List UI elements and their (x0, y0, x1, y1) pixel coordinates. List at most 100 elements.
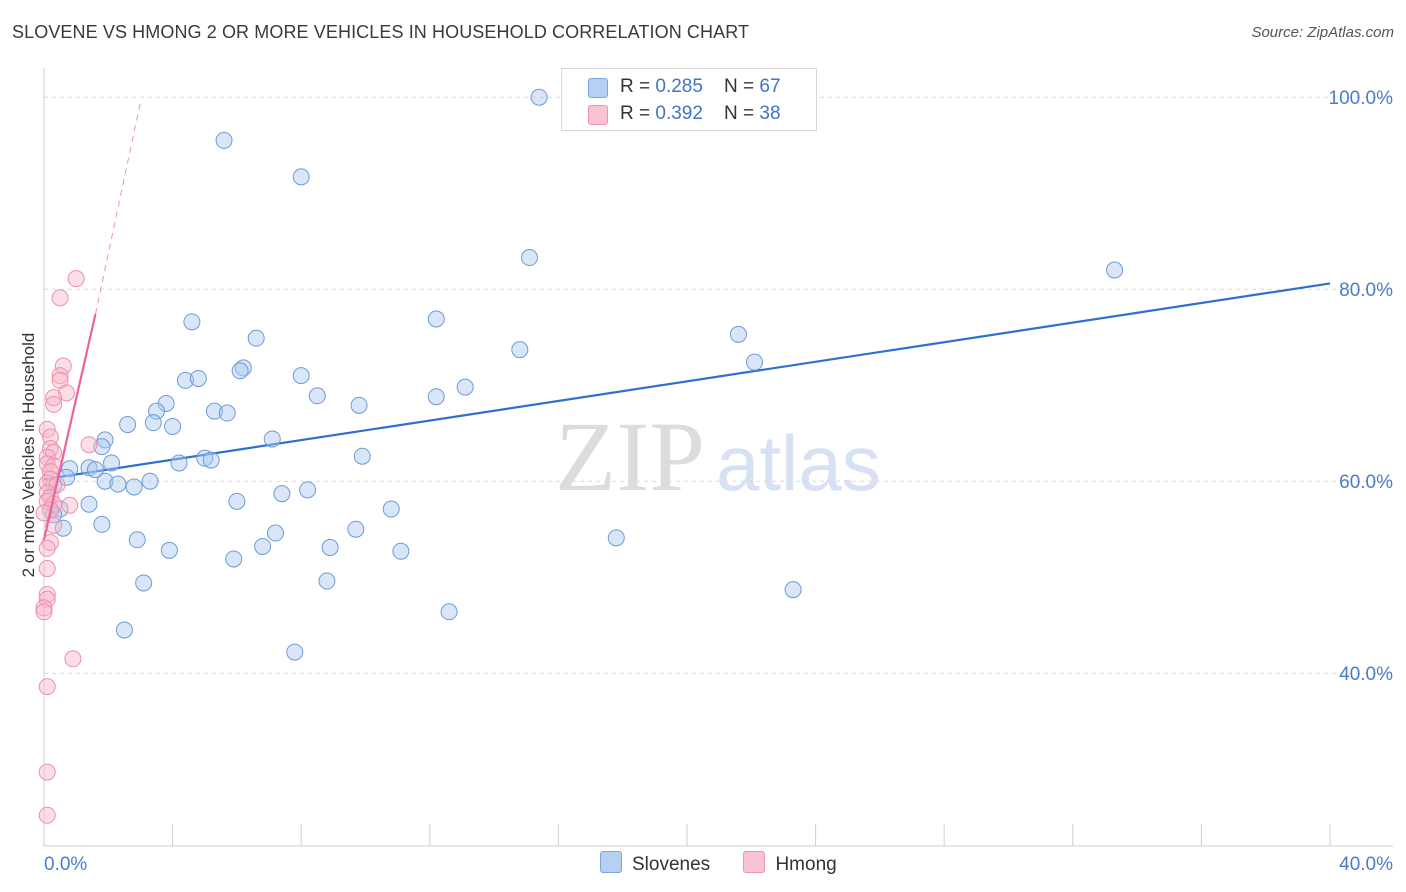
point-slovenes (1106, 261, 1124, 279)
point-hmong (35, 603, 53, 621)
point-hmong (38, 763, 56, 781)
point-hmong (45, 516, 63, 534)
bottom-legend: Slovenes Hmong (600, 851, 865, 876)
point-slovenes (96, 472, 114, 490)
bottom-legend-label-hmong: Hmong (775, 854, 837, 875)
point-slovenes (530, 88, 548, 106)
point-slovenes (321, 538, 339, 556)
chart-title: SLOVENE VS HMONG 2 OR MORE VEHICLES IN H… (12, 22, 750, 42)
point-slovenes (225, 550, 243, 568)
y-axis-label: 2 or more Vehicles in Household (19, 333, 38, 578)
point-slovenes (144, 414, 162, 432)
point-hmong (35, 599, 53, 617)
point-hmong (38, 806, 56, 824)
point-slovenes (350, 396, 368, 414)
point-slovenes (109, 475, 127, 493)
trendline-hmong-extension (94, 101, 141, 315)
legend-r-value-hmong: 0.392 (655, 103, 703, 124)
point-hmong (51, 289, 69, 307)
x-tick-label: 40.0% (1339, 854, 1393, 875)
trendlines (43, 101, 1331, 481)
point-slovenes (103, 454, 121, 472)
point-slovenes (176, 371, 194, 389)
point-slovenes (247, 329, 265, 347)
point-hmong (67, 270, 85, 288)
legend-n-value-slovenes: 67 (759, 76, 781, 97)
point-slovenes (141, 472, 159, 490)
point-slovenes (347, 520, 365, 538)
point-hmong (45, 389, 63, 407)
point-slovenes (86, 461, 104, 479)
point-hmong (38, 585, 56, 603)
point-slovenes (196, 449, 214, 467)
point-hmong (38, 678, 56, 696)
bottom-legend-swatch-hmong (743, 851, 766, 873)
legend-r-label: R = (620, 103, 656, 124)
point-slovenes (80, 495, 98, 513)
point-slovenes (607, 529, 625, 547)
point-slovenes (427, 310, 445, 328)
legend-n-value-hmong: 38 (759, 103, 781, 124)
point-slovenes (215, 131, 233, 149)
point-slovenes (746, 353, 764, 371)
y-tick-label: 40.0% (1339, 664, 1393, 685)
point-slovenes (784, 581, 802, 599)
point-slovenes (273, 485, 291, 503)
point-slovenes (61, 460, 79, 478)
point-slovenes (511, 341, 529, 359)
point-slovenes (93, 438, 111, 456)
y-tick-label: 100.0% (1329, 88, 1394, 109)
point-hmong (41, 534, 59, 552)
legend-r-value-slovenes: 0.285 (655, 76, 703, 97)
point-slovenes (228, 492, 246, 510)
point-hmong (35, 504, 53, 522)
point-slovenes (135, 574, 153, 592)
point-slovenes (292, 168, 310, 186)
point-hmong (58, 384, 76, 402)
bottom-legend-hmong: Hmong (743, 851, 837, 876)
tick-labels: 100.0% 80.0% 60.0% 40.0% 0.0% 40.0% (44, 88, 1393, 875)
point-slovenes (80, 459, 98, 477)
point-hmong (61, 496, 79, 514)
point-slovenes (392, 542, 410, 560)
point-slovenes (254, 537, 272, 555)
point-hmong (80, 436, 98, 454)
bottom-legend-slovenes: Slovenes (600, 851, 710, 876)
point-hmong (38, 448, 56, 466)
legend: R = 0.285 N = 67 R = 0.392 N = 38 (561, 68, 817, 131)
point-hmong (51, 367, 69, 385)
x-tick-label: 0.0% (44, 854, 87, 875)
source-credit: Source: ZipAtlas.com (1251, 24, 1394, 41)
legend-swatch-hmong (588, 105, 608, 125)
point-slovenes (119, 416, 137, 434)
legend-r-label: R = (620, 76, 656, 97)
data-points (35, 88, 1124, 824)
watermark-zip: ZIP (555, 401, 705, 512)
point-slovenes (318, 572, 336, 590)
point-slovenes (164, 417, 182, 435)
point-slovenes (292, 367, 310, 385)
gridlines (44, 96, 1393, 674)
point-hmong (38, 539, 56, 557)
point-slovenes (202, 451, 220, 469)
point-slovenes (308, 387, 326, 405)
point-hmong (38, 590, 56, 608)
point-slovenes (160, 541, 178, 559)
trendline-hmong (42, 313, 97, 541)
point-slovenes (125, 478, 143, 496)
point-slovenes (93, 515, 111, 533)
point-slovenes (427, 388, 445, 406)
point-slovenes (382, 500, 400, 518)
point-slovenes (128, 531, 146, 549)
trendline-slovenes (43, 282, 1331, 481)
point-slovenes (266, 524, 284, 542)
legend-swatch-slovenes (588, 78, 608, 98)
point-slovenes (231, 362, 249, 380)
point-hmong (45, 395, 63, 413)
point-slovenes (205, 402, 223, 420)
point-slovenes (189, 369, 207, 387)
point-hmong (54, 357, 72, 375)
bottom-legend-swatch-slovenes (600, 851, 622, 873)
point-slovenes (456, 378, 474, 396)
